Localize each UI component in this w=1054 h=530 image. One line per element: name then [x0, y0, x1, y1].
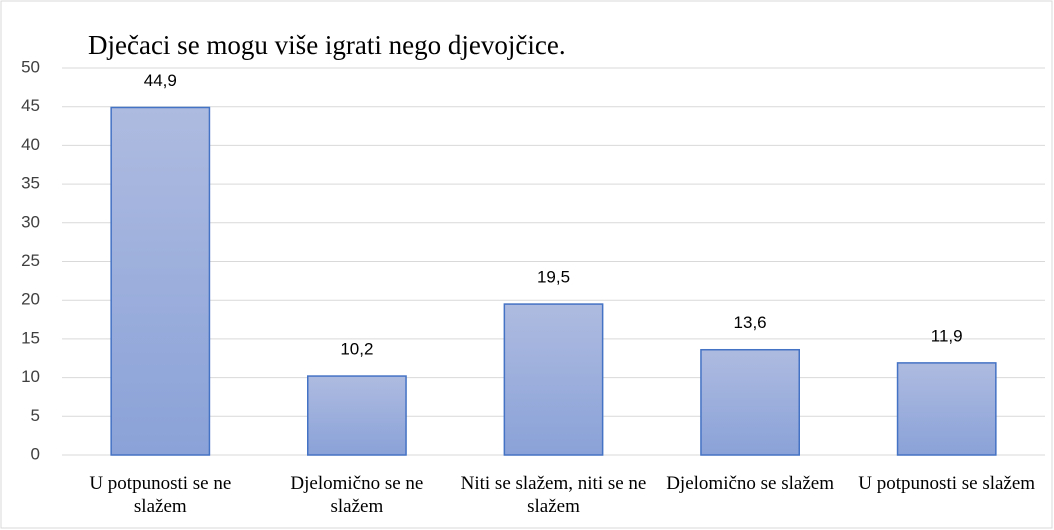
x-tick-label: U potpunosti se slažem [858, 473, 1036, 494]
y-tick-label: 15 [21, 328, 40, 347]
y-tick-label: 5 [31, 406, 40, 425]
y-tick-label: 35 [21, 174, 40, 193]
x-tick-label: U potpunosti se ne slažem [89, 473, 232, 517]
y-tick-label: 45 [21, 96, 40, 115]
y-tick-label: 10 [21, 367, 40, 386]
x-tick-label: Djelomično se slažem [666, 473, 834, 494]
y-tick-label: 20 [21, 290, 40, 309]
data-label: 10,2 [340, 340, 373, 359]
x-tick-label: Niti se slažem, niti se ne slažem [460, 473, 647, 517]
x-tick-label: Djelomično se ne slažem [290, 473, 424, 517]
y-tick-label: 50 [21, 57, 40, 76]
data-label: 13,6 [734, 313, 767, 332]
y-tick-label: 30 [21, 212, 40, 231]
data-label: 44,9 [144, 71, 177, 90]
bar [896, 362, 997, 456]
bar [307, 375, 407, 456]
chart-title: Dječaci se mogu više igrati nego djevojč… [88, 30, 566, 60]
y-tick-label: 0 [31, 444, 40, 463]
bar [503, 303, 604, 456]
bar [110, 106, 211, 456]
data-label: 11,9 [931, 326, 963, 345]
data-label: 19,5 [537, 268, 570, 287]
bar [700, 348, 801, 456]
y-tick-label: 40 [21, 135, 40, 154]
y-tick-label: 25 [21, 251, 40, 270]
